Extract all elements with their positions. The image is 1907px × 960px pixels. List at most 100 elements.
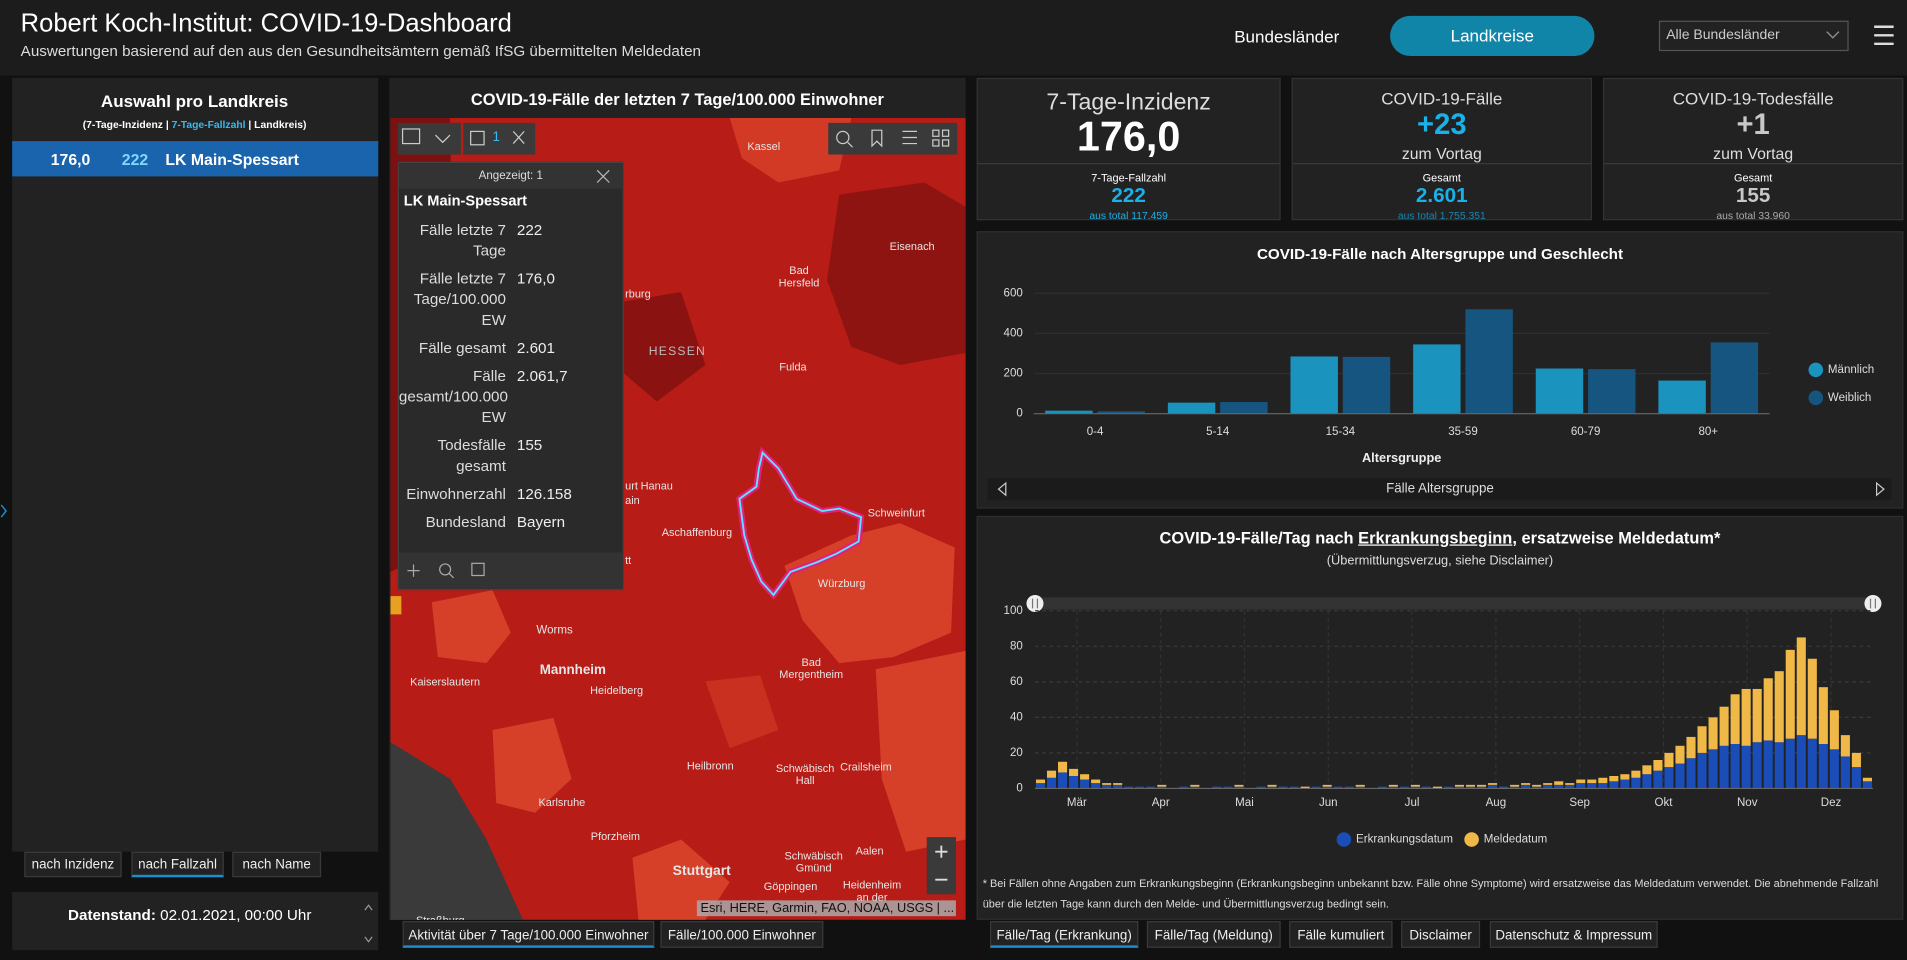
bar-segment[interactable]	[1752, 742, 1762, 789]
bar-segment[interactable]	[1785, 738, 1795, 789]
sort-button[interactable]: nach Inzidenz	[24, 851, 122, 878]
bar-segment[interactable]	[1543, 784, 1553, 789]
bar-segment[interactable]	[1377, 786, 1387, 789]
zoom-icons[interactable]	[935, 845, 948, 881]
bar-segment[interactable]	[1355, 786, 1365, 789]
bar-segment[interactable]	[1642, 765, 1652, 775]
basemap-icon[interactable]	[932, 129, 940, 137]
bar-segment[interactable]	[1774, 671, 1784, 743]
bar-segment[interactable]	[1058, 772, 1068, 789]
bar-segment[interactable]	[1510, 786, 1520, 789]
bar-segment[interactable]	[1785, 649, 1795, 739]
range-slider[interactable]	[1034, 597, 1873, 610]
bar-segment[interactable]	[1609, 781, 1619, 789]
bar-segment[interactable]	[1642, 774, 1652, 789]
bar-segment[interactable]	[1510, 784, 1520, 787]
bar-segment[interactable]	[1432, 786, 1442, 789]
bar-segment[interactable]	[1587, 783, 1597, 789]
nav-button[interactable]: Bundesländer	[1234, 26, 1340, 47]
legend-swatch[interactable]	[1464, 832, 1479, 847]
bar-segment[interactable]	[1664, 752, 1674, 768]
bar-segment[interactable]	[1146, 786, 1156, 789]
bar-segment[interactable]	[1476, 784, 1487, 787]
bar-segment[interactable]	[1454, 786, 1465, 789]
selection-group[interactable]	[463, 122, 536, 155]
tab[interactable]: Fälle/100.000 Einwohner	[660, 921, 824, 948]
bar-segment[interactable]	[1355, 784, 1365, 787]
bar-segment[interactable]	[1829, 749, 1839, 789]
bar-segment[interactable]	[1752, 688, 1762, 743]
bar[interactable]	[1290, 356, 1338, 414]
bar-segment[interactable]	[1333, 786, 1343, 789]
bar-segment[interactable]	[1620, 779, 1630, 789]
selection-icon[interactable]	[470, 130, 485, 146]
bar-segment[interactable]	[1443, 786, 1453, 789]
popup-close[interactable]	[596, 169, 611, 184]
bar[interactable]	[1167, 402, 1216, 414]
bar-segment[interactable]	[1278, 786, 1288, 789]
bar-segment[interactable]	[1697, 726, 1707, 753]
bar-segment[interactable]	[1807, 658, 1817, 739]
bar-segment[interactable]	[1344, 786, 1354, 789]
bar-segment[interactable]	[1565, 783, 1575, 785]
tab[interactable]: Datenschutz & Impressum	[1489, 921, 1658, 948]
bar-segment[interactable]	[1212, 786, 1222, 789]
bar-segment[interactable]	[1454, 784, 1465, 787]
bar-segment[interactable]	[1157, 784, 1167, 787]
bar-segment[interactable]	[1190, 784, 1200, 787]
list-row[interactable]	[12, 141, 379, 177]
bar-segment[interactable]	[1046, 777, 1057, 789]
bar[interactable]	[1097, 411, 1145, 414]
bar-segment[interactable]	[1157, 786, 1167, 789]
bar-segment[interactable]	[1818, 687, 1828, 745]
nav-button-active[interactable]: Landkreise	[1390, 15, 1595, 56]
bar-segment[interactable]	[1741, 745, 1751, 789]
bar-segment[interactable]	[1135, 786, 1145, 789]
bar-segment[interactable]	[1091, 783, 1101, 789]
bar-segment[interactable]	[1840, 735, 1850, 757]
popup-actions[interactable]	[399, 552, 508, 589]
bar-segment[interactable]	[1796, 735, 1806, 789]
bar-segment[interactable]	[1499, 786, 1509, 789]
bar-segment[interactable]	[1322, 786, 1332, 789]
bar-segment[interactable]	[1851, 767, 1861, 789]
bar-segment[interactable]	[1267, 784, 1277, 787]
bar-segment[interactable]	[1653, 770, 1663, 789]
slider-handle[interactable]	[1026, 594, 1044, 613]
bar-segment[interactable]	[1465, 784, 1476, 787]
legend-label[interactable]: Männlich	[1828, 364, 1874, 376]
bar-segment[interactable]	[1102, 784, 1112, 789]
bar-segment[interactable]	[1807, 738, 1817, 789]
bar-segment[interactable]	[1829, 710, 1839, 750]
bar-segment[interactable]	[1388, 786, 1398, 789]
bar-segment[interactable]	[1631, 777, 1641, 789]
tab[interactable]: Disclaimer	[1401, 921, 1481, 948]
bar-segment[interactable]	[1763, 740, 1773, 789]
bar-segment[interactable]	[1532, 784, 1542, 787]
bar-segment[interactable]	[1840, 756, 1850, 789]
bar-segment[interactable]	[1223, 786, 1233, 789]
bar-segment[interactable]	[1388, 784, 1398, 787]
legend-label[interactable]: Erkrankungsdatum	[1356, 834, 1453, 846]
legend-swatch[interactable]	[1336, 832, 1352, 847]
bar-segment[interactable]	[1465, 786, 1476, 789]
bar-segment[interactable]	[1862, 777, 1872, 782]
bar-segment[interactable]	[1234, 784, 1244, 787]
selected-district[interactable]	[738, 450, 863, 597]
bar-segment[interactable]	[1069, 775, 1079, 789]
bar-segment[interactable]	[1587, 779, 1597, 784]
tab[interactable]: Aktivität über 7 Tage/100.000 Einwohner	[402, 921, 655, 948]
bar-segment[interactable]	[1410, 784, 1420, 787]
clear-selection[interactable]	[512, 130, 525, 144]
bar-segment[interactable]	[1598, 777, 1608, 784]
search-icon[interactable]	[836, 130, 850, 145]
bar-segment[interactable]	[1069, 768, 1079, 776]
nav-prev[interactable]	[997, 481, 1007, 497]
bar-segment[interactable]	[1322, 784, 1332, 787]
bar-segment[interactable]	[1686, 736, 1696, 759]
bar-segment[interactable]	[1554, 784, 1564, 789]
bar-segment[interactable]	[1719, 706, 1729, 746]
bar-segment[interactable]	[1796, 637, 1806, 736]
bar-segment[interactable]	[1763, 678, 1773, 741]
bar-segment[interactable]	[1543, 783, 1553, 785]
